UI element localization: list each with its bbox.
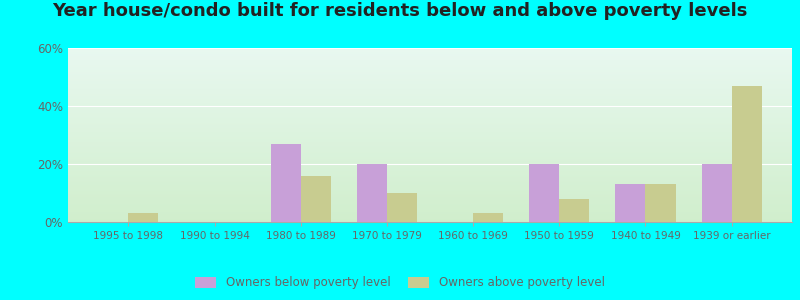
Bar: [387, 193, 417, 222]
Bar: [559, 199, 590, 222]
Text: Year house/condo built for residents below and above poverty levels: Year house/condo built for residents bel…: [52, 2, 748, 20]
Bar: [646, 184, 676, 222]
Bar: [732, 86, 762, 222]
Bar: [529, 164, 559, 222]
Bar: [270, 144, 301, 222]
Bar: [301, 176, 331, 222]
Bar: [128, 213, 158, 222]
Bar: [702, 164, 732, 222]
Bar: [357, 164, 387, 222]
Bar: [473, 213, 503, 222]
Legend: Owners below poverty level, Owners above poverty level: Owners below poverty level, Owners above…: [190, 272, 610, 294]
Bar: [615, 184, 646, 222]
